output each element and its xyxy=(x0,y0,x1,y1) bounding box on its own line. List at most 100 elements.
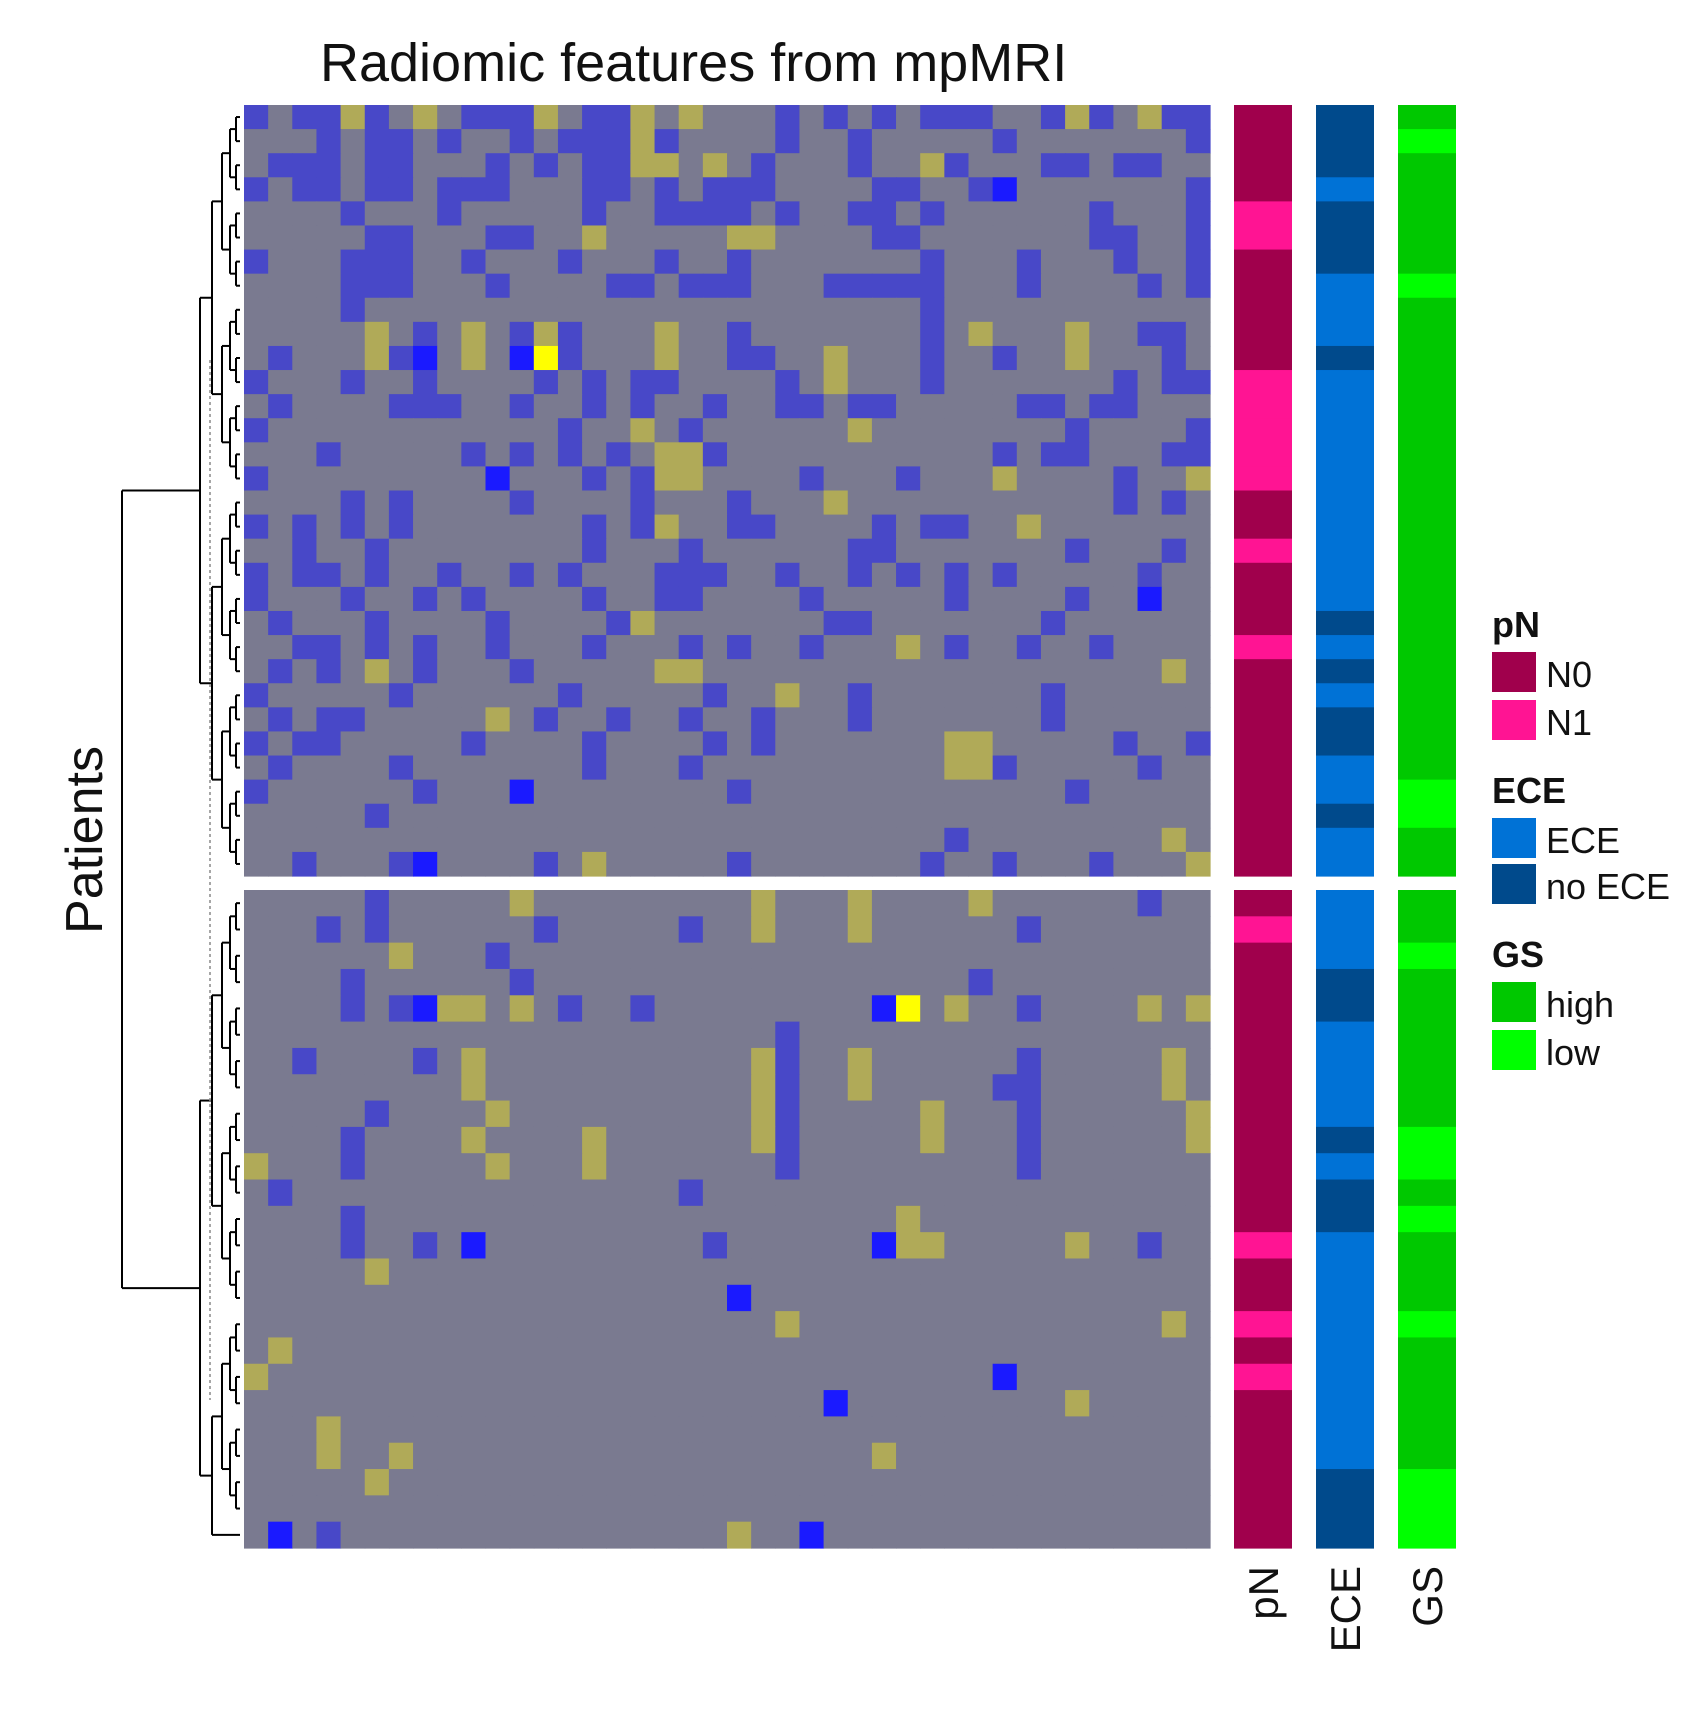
heatmap-cell xyxy=(292,1232,318,1260)
heatmap-cell xyxy=(1185,635,1211,660)
heatmap-cell xyxy=(533,968,559,996)
heatmap-cell xyxy=(413,394,438,419)
heatmap-cell xyxy=(340,297,366,323)
heatmap-cell xyxy=(1089,755,1114,781)
heatmap-cell xyxy=(1137,490,1163,516)
heatmap-cell xyxy=(702,916,728,944)
annotation-pn-cell xyxy=(1234,1021,1292,1049)
heatmap-cell xyxy=(533,1100,559,1128)
heatmap-cell xyxy=(727,297,752,323)
heatmap-cell xyxy=(871,707,897,733)
heatmap-cell xyxy=(654,1047,680,1075)
heatmap-cell xyxy=(968,105,994,130)
heatmap-cell xyxy=(461,129,487,154)
heatmap-cell xyxy=(1113,1153,1139,1181)
heatmap-cell xyxy=(1113,273,1139,299)
heatmap-cell xyxy=(871,1126,897,1154)
heatmap-cell xyxy=(413,1258,438,1286)
heatmap-cell xyxy=(847,1416,873,1444)
heatmap-cell xyxy=(292,562,318,588)
heatmap-cell xyxy=(557,370,583,395)
heatmap-cell xyxy=(533,610,559,636)
heatmap-cell xyxy=(388,731,414,757)
heatmap-cell xyxy=(968,968,994,996)
heatmap-cell xyxy=(461,731,487,757)
heatmap-cell xyxy=(727,995,752,1023)
heatmap-cell xyxy=(968,1469,994,1496)
heatmap-cell xyxy=(244,827,269,853)
heatmap-cell xyxy=(582,321,607,347)
heatmap-cell xyxy=(1016,297,1042,323)
heatmap-cell xyxy=(654,105,680,130)
heatmap-cell xyxy=(1113,394,1139,419)
heatmap-cell xyxy=(751,1126,776,1154)
annotation-pn-cell xyxy=(1234,297,1292,323)
heatmap-cell xyxy=(630,394,656,419)
heatmap-cell xyxy=(244,562,269,588)
heatmap-cell xyxy=(1065,1495,1090,1523)
heatmap-cell xyxy=(1113,803,1139,829)
legend-high-swatch xyxy=(1492,982,1536,1022)
heatmap-cell xyxy=(751,1521,776,1549)
heatmap-cell xyxy=(244,707,269,733)
heatmap-cell xyxy=(1089,1047,1114,1075)
heatmap-cell xyxy=(437,731,462,757)
heatmap-cell xyxy=(1161,466,1187,492)
heatmap-cell xyxy=(727,370,752,395)
heatmap-cell xyxy=(896,1363,921,1391)
heatmap-cell xyxy=(268,1258,293,1286)
heatmap-cell xyxy=(413,1047,438,1075)
heatmap-cell xyxy=(292,635,318,660)
heatmap-cell xyxy=(1161,942,1187,970)
heatmap-cell xyxy=(1089,562,1114,588)
heatmap-cell xyxy=(1137,466,1163,492)
heatmap-cell xyxy=(557,1337,583,1365)
heatmap-cell xyxy=(340,755,366,781)
heatmap-cell xyxy=(751,1416,776,1444)
heatmap-cell xyxy=(678,418,704,443)
heatmap-cell xyxy=(606,1521,631,1549)
heatmap-cell xyxy=(1185,105,1211,130)
heatmap-cell xyxy=(268,1521,293,1549)
heatmap-cell xyxy=(582,1416,607,1444)
heatmap-cell xyxy=(847,1258,873,1286)
heatmap-cell xyxy=(268,586,293,612)
heatmap-cell xyxy=(268,321,293,347)
heatmap-cell xyxy=(751,851,776,877)
heatmap-cell xyxy=(751,942,776,970)
heatmap-cell xyxy=(775,1416,801,1444)
heatmap-cell xyxy=(823,1495,849,1523)
heatmap-cell xyxy=(509,273,535,299)
heatmap-cell xyxy=(509,610,535,636)
heatmap-cell xyxy=(485,105,511,130)
heatmap-cell xyxy=(244,225,269,251)
heatmap-cell xyxy=(654,803,680,829)
heatmap-cell xyxy=(1137,1232,1163,1260)
heatmap-cell xyxy=(727,1442,752,1470)
heatmap-cell xyxy=(316,129,342,154)
annotation-gs-cell xyxy=(1398,755,1456,781)
heatmap-cell xyxy=(509,683,535,708)
annotation-gs-cell xyxy=(1398,1021,1456,1049)
heatmap-cell xyxy=(799,1469,825,1496)
heatmap-cell xyxy=(1016,586,1042,612)
heatmap-cell xyxy=(1040,1258,1066,1286)
heatmap-cell xyxy=(702,345,728,371)
heatmap-cell xyxy=(557,297,583,323)
heatmap-cell xyxy=(1185,1495,1211,1523)
heatmap-cell xyxy=(775,273,801,299)
heatmap-cell xyxy=(1065,916,1090,944)
annotation-label-ece: ECE xyxy=(1322,1566,1369,1652)
heatmap-cell xyxy=(1016,683,1042,708)
heatmap-cell xyxy=(557,916,583,944)
heatmap-cell xyxy=(847,659,873,684)
heatmap-cell xyxy=(316,1047,342,1075)
heatmap-cell xyxy=(364,394,390,419)
heatmap-cell xyxy=(388,610,414,636)
heatmap-cell xyxy=(1137,916,1163,944)
heatmap-cell xyxy=(775,707,801,733)
heatmap-cell xyxy=(606,442,631,467)
heatmap-cell xyxy=(702,129,728,154)
heatmap-cell xyxy=(678,1495,704,1523)
heatmap-cell xyxy=(388,916,414,944)
